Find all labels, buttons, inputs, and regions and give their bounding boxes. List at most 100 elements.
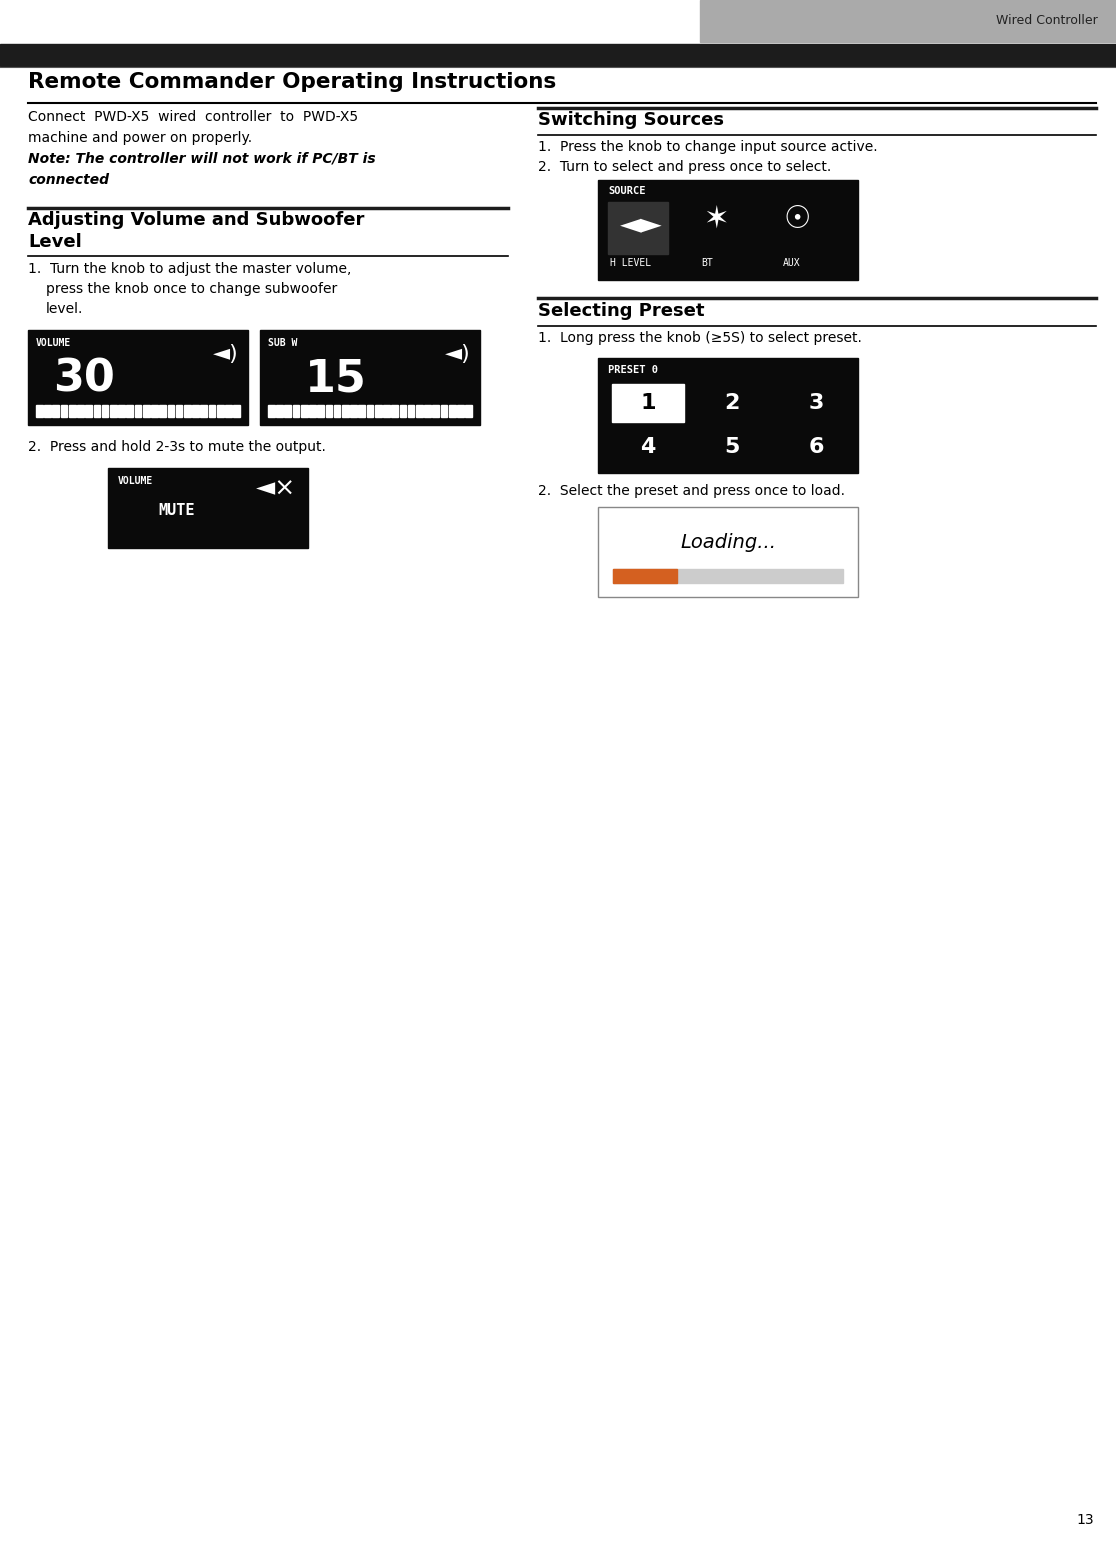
Text: 3: 3 [808,392,824,413]
Text: BT: BT [701,258,713,267]
Bar [192,405,199,417]
Bar [118,405,125,417]
Text: PRESET 0: PRESET 0 [608,365,658,375]
Bar [151,405,157,417]
Bar [277,405,283,417]
Text: VOLUME: VOLUME [36,338,71,348]
Bar [233,405,240,417]
Bar [358,405,365,417]
Text: ◄): ◄) [445,345,471,365]
Bar [28,331,248,425]
Bar [375,405,382,417]
Bar [613,569,843,582]
Bar [143,405,150,417]
Text: 1: 1 [641,392,656,413]
Bar [102,405,108,417]
Bar [110,405,117,417]
Text: Remote Commander Operating Instructions: Remote Commander Operating Instructions [28,73,556,93]
Text: ◄×: ◄× [256,476,296,501]
Bar [612,385,684,422]
Text: ☉: ☉ [783,205,810,233]
Bar [598,507,858,596]
Bar [598,181,858,280]
Bar [416,405,423,417]
Text: connected: connected [28,173,109,187]
Bar [317,405,324,417]
Text: AUX: AUX [783,258,800,267]
Text: Switching Sources: Switching Sources [538,111,724,128]
Bar [309,405,316,417]
Bar [36,405,42,417]
Text: VOLUME: VOLUME [118,476,153,487]
Bar [301,405,308,417]
Bar [167,405,174,417]
Bar [108,468,308,548]
Text: Note: The controller will not work if PC/BT is: Note: The controller will not work if PC… [28,151,376,165]
Text: 2.  Press and hold 2-3s to mute the output.: 2. Press and hold 2-3s to mute the outpu… [28,440,326,454]
Text: 2.  Select the preset and press once to load.: 2. Select the preset and press once to l… [538,484,845,497]
Text: 30: 30 [52,358,115,402]
Bar [135,405,142,417]
Text: 2: 2 [724,392,740,413]
Bar [60,405,67,417]
Text: ◄►: ◄► [620,210,663,238]
Bar [458,405,464,417]
Bar [700,0,1116,42]
Bar [608,202,668,253]
Bar [449,405,455,417]
Bar [52,405,59,417]
Text: SUB W: SUB W [268,338,297,348]
Text: 1.  Turn the knob to adjust the master volume,: 1. Turn the knob to adjust the master vo… [28,263,352,277]
Bar [225,405,232,417]
Bar [400,405,406,417]
Bar [160,405,166,417]
Text: H LEVEL: H LEVEL [610,258,651,267]
Text: SOURCE: SOURCE [608,185,645,196]
Bar [598,507,858,596]
Text: ✶: ✶ [703,205,729,233]
Text: machine and power on properly.: machine and power on properly. [28,131,252,145]
Bar [217,405,223,417]
Text: 1.  Press the knob to change input source active.: 1. Press the knob to change input source… [538,141,877,154]
Text: Wired Controller: Wired Controller [997,14,1098,28]
Bar [613,569,677,582]
Bar [367,405,374,417]
Text: press the knob once to change subwoofer: press the knob once to change subwoofer [46,283,337,297]
Bar [94,405,100,417]
Bar [184,405,191,417]
Bar [201,405,208,417]
Text: 5: 5 [724,437,740,457]
Bar [598,358,858,473]
Bar [209,405,215,417]
Text: 1.  Long press the knob (≥5S) to select preset.: 1. Long press the knob (≥5S) to select p… [538,331,862,345]
Bar [392,405,398,417]
Text: Connect  PWD-X5  wired  controller  to  PWD-X5: Connect PWD-X5 wired controller to PWD-X… [28,110,358,124]
Bar [441,405,448,417]
Bar [260,331,480,425]
Text: Loading...: Loading... [680,533,776,552]
Bar [285,405,291,417]
Text: 6: 6 [808,437,824,457]
Text: level.: level. [46,301,84,317]
Text: Selecting Preset: Selecting Preset [538,301,704,320]
Bar [268,405,275,417]
Bar [465,405,472,417]
Text: 4: 4 [641,437,656,457]
Text: 15: 15 [305,358,367,402]
Bar [45,405,51,417]
Bar [341,405,348,417]
Bar [69,405,76,417]
Bar [383,405,389,417]
Bar [292,405,299,417]
Bar [77,405,84,417]
Text: Adjusting Volume and Subwoofer: Adjusting Volume and Subwoofer [28,212,365,229]
Bar [407,405,414,417]
Bar [334,405,340,417]
Bar [432,405,439,417]
Text: 2.  Turn to select and press once to select.: 2. Turn to select and press once to sele… [538,161,831,175]
Bar [0,43,1116,66]
Text: Level: Level [28,233,81,250]
Text: MUTE: MUTE [158,504,194,518]
Bar [175,405,182,417]
Text: ◄): ◄) [213,345,239,365]
